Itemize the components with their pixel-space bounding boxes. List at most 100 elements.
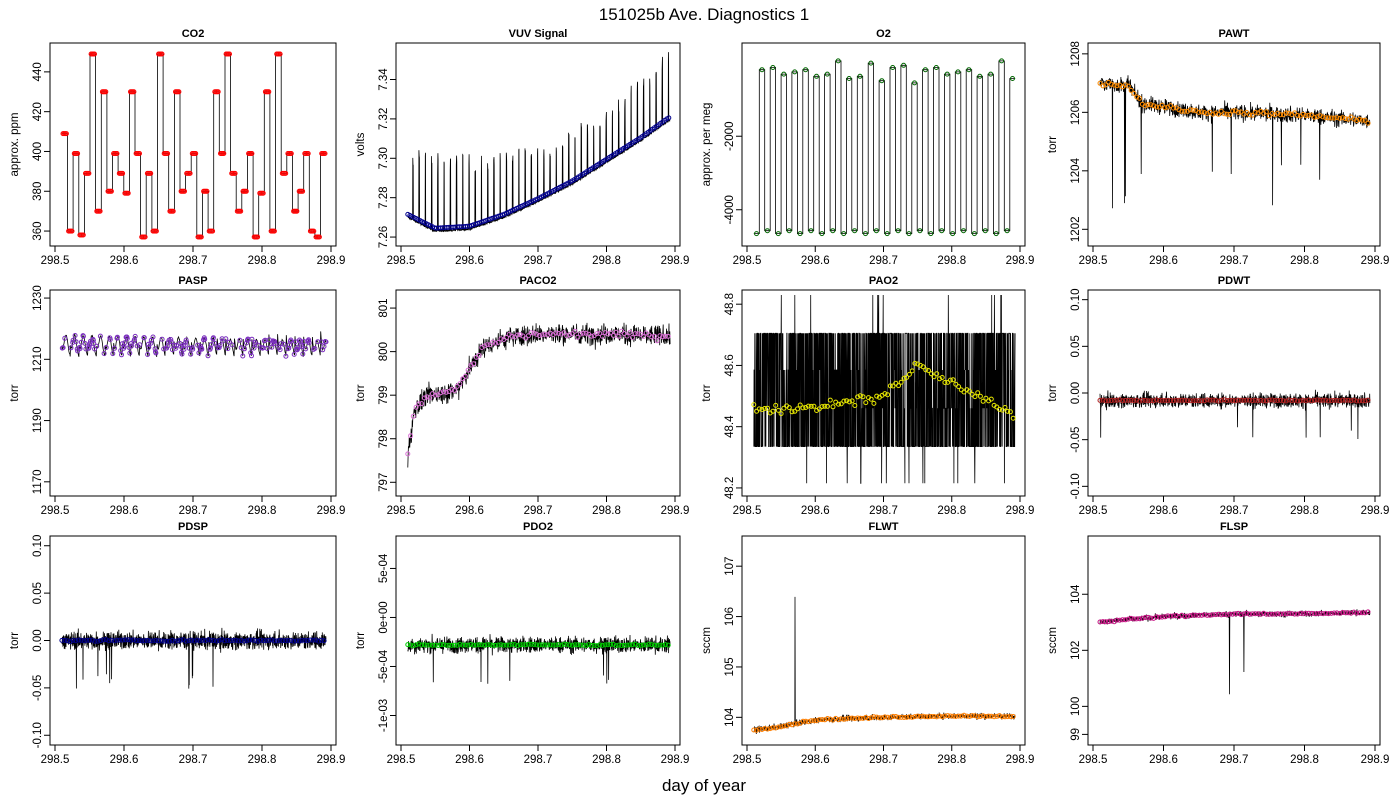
mean-point [1224, 398, 1230, 403]
mean-point [487, 342, 493, 348]
x-tick-label: 298.8 [1290, 505, 1319, 517]
mean-point [419, 642, 425, 648]
mean-point [69, 228, 75, 234]
mean-point [462, 373, 468, 379]
panel-o2: O2 298.5 298.6 298.7 298.8 298.9 -4000 -2000 app… [701, 28, 1034, 267]
mean-point [1179, 612, 1185, 618]
mean-point [830, 404, 836, 410]
y-tick-label: -0.10 [1070, 473, 1082, 499]
mean-point [901, 62, 907, 68]
mean-point [479, 642, 485, 648]
panel-flsp: FLSP 298.5 298.6 298.7 298.8 298.9 99 100 102 104… [1047, 521, 1389, 766]
y-tick-label: 48.6 [724, 354, 736, 376]
mean-point [942, 380, 948, 385]
mean-point [841, 231, 847, 237]
mean-point [249, 637, 255, 643]
mean-point [665, 333, 671, 339]
mean-point [649, 334, 655, 340]
mean-point [468, 642, 474, 647]
mean-point [613, 643, 619, 649]
mean-point [1317, 610, 1323, 616]
mean-point [583, 330, 589, 336]
mean-point [764, 228, 770, 234]
mean-point [901, 715, 907, 720]
mean-point [1179, 397, 1185, 403]
plot-area [751, 596, 1016, 735]
mean-point [564, 641, 570, 647]
mean-point [556, 642, 562, 648]
mean-point [569, 642, 575, 648]
mean-point [272, 341, 278, 347]
mean-point [168, 339, 174, 345]
mean-point [580, 642, 586, 648]
mean-point [274, 638, 280, 644]
mean-point [313, 637, 319, 643]
mean-point [1176, 614, 1182, 619]
mean-point [1201, 398, 1207, 404]
mean-point [305, 151, 311, 156]
mean-point [770, 408, 776, 414]
x-tick-label: 298.6 [1149, 505, 1178, 517]
mean-point [876, 715, 882, 721]
mean-point [1326, 115, 1331, 121]
x-tick-label: 298.9 [317, 754, 346, 766]
mean-point [966, 67, 972, 73]
x-tick-label: 298.5 [1079, 754, 1108, 766]
mean-point [759, 727, 765, 732]
mean-point [490, 339, 496, 345]
mean-point [95, 638, 101, 644]
mean-point [909, 714, 915, 720]
mean-point [1111, 397, 1117, 403]
mean-point [1199, 612, 1205, 618]
mean-point [1328, 115, 1334, 121]
mean-point [884, 231, 890, 237]
mean-point [904, 714, 910, 720]
mean-point [602, 642, 608, 648]
mean-point [441, 642, 446, 648]
mean-point [225, 346, 231, 352]
series-line [61, 331, 327, 357]
mean-point [775, 231, 781, 237]
x-tick-label: 298.9 [1006, 505, 1035, 517]
y-tick-label: 1204 [1070, 157, 1082, 183]
mean-point [874, 714, 880, 720]
mean-point [482, 642, 488, 648]
mean-point [125, 190, 131, 196]
mean-point [955, 69, 961, 75]
mean-point [300, 351, 306, 357]
mean-point [1106, 619, 1111, 625]
mean-point [1122, 397, 1128, 403]
mean-point [588, 642, 594, 648]
mean-point [931, 374, 937, 380]
x-tick-label: 298.8 [937, 754, 966, 766]
mean-point [100, 637, 106, 643]
mean-point [1173, 613, 1179, 618]
mean-point [416, 641, 422, 647]
mean-point [283, 353, 289, 359]
mean-point [190, 346, 196, 352]
mean-point [971, 231, 977, 237]
mean-point [1131, 398, 1137, 404]
mean-point [1103, 82, 1109, 88]
mean-point [1170, 398, 1176, 404]
mean-point [504, 335, 509, 340]
mean-point [597, 331, 603, 336]
mean-point [567, 642, 572, 648]
mean-point [191, 638, 197, 644]
mean-point [1221, 111, 1227, 117]
mean-point [1010, 415, 1016, 421]
mean-point [103, 345, 109, 350]
mean-point [1151, 398, 1157, 404]
x-tick-label: 298.5 [387, 255, 416, 267]
mean-point [1272, 611, 1278, 617]
mean-point [977, 714, 983, 719]
y-tick-label: -0.05 [32, 675, 44, 701]
mean-point [988, 713, 994, 719]
mean-point [756, 406, 762, 412]
y-tick-label: 99 [1070, 728, 1082, 741]
x-tick-label: 298.7 [179, 505, 208, 517]
mean-point [1204, 397, 1210, 403]
mean-point [1334, 610, 1340, 616]
mean-point [917, 228, 923, 234]
mean-point [528, 330, 534, 336]
